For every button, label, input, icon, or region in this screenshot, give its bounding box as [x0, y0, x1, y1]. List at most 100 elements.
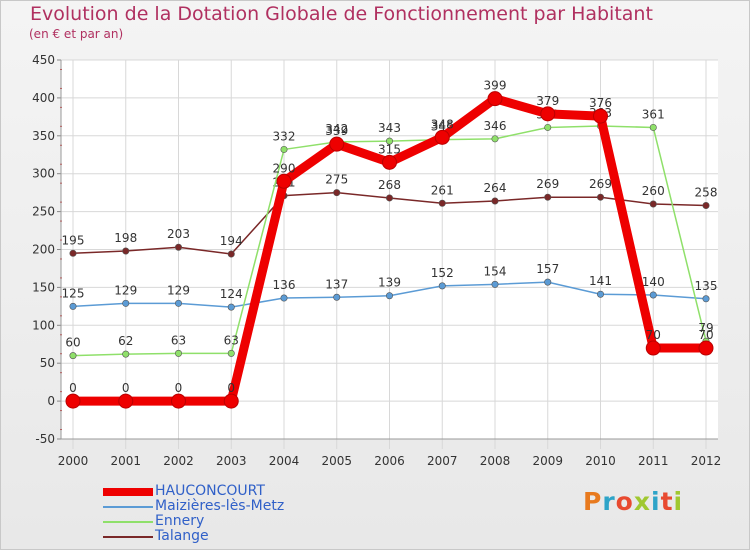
- x-tick-label: 2001: [110, 454, 141, 468]
- brand-letter: r: [602, 487, 616, 516]
- x-tick-label: 2006: [374, 454, 405, 468]
- data-point: [333, 293, 341, 301]
- data-label: 261: [431, 183, 454, 197]
- data-label: 399: [484, 79, 507, 93]
- legend-label: Talange: [155, 528, 209, 544]
- proxiti-logo: Proxiti: [583, 487, 683, 516]
- data-point: [596, 290, 604, 298]
- x-tick-label: 2011: [638, 454, 669, 468]
- data-label: 379: [536, 94, 559, 108]
- y-tick-label: 300: [32, 167, 55, 181]
- data-label: 258: [695, 186, 718, 200]
- data-label: 0: [122, 381, 130, 395]
- x-tick-label: 2005: [321, 454, 352, 468]
- data-label: 63: [224, 333, 239, 347]
- x-tick-label: 2002: [163, 454, 194, 468]
- legend-label: HAUCONCOURT: [155, 483, 265, 499]
- y-tick-label: 350: [32, 129, 55, 143]
- data-label: 203: [167, 227, 190, 241]
- data-point: [434, 129, 450, 145]
- x-tick-label: 2003: [216, 454, 247, 468]
- data-label: 124: [220, 287, 243, 301]
- data-label: 70: [646, 328, 661, 342]
- x-tick-label: 2012: [691, 454, 722, 468]
- data-point: [540, 106, 556, 122]
- data-point: [280, 145, 288, 153]
- data-point: [649, 123, 657, 131]
- data-point: [544, 123, 552, 131]
- data-point: [175, 349, 183, 357]
- data-label: 140: [642, 275, 665, 289]
- x-tick-label: 2004: [269, 454, 300, 468]
- y-tick-label: 50: [40, 356, 55, 370]
- data-point: [227, 250, 235, 258]
- data-label: 139: [378, 276, 401, 290]
- data-label: 290: [273, 161, 296, 175]
- data-point: [276, 173, 292, 189]
- data-point: [544, 193, 552, 201]
- data-label: 195: [62, 233, 85, 247]
- data-label: 141: [589, 274, 612, 288]
- data-point: [702, 295, 710, 303]
- data-point: [227, 303, 235, 311]
- data-point: [382, 154, 397, 170]
- data-label: 198: [114, 231, 137, 245]
- data-point: [69, 249, 77, 257]
- y-tick-label: 450: [32, 53, 55, 67]
- data-point: [69, 302, 77, 310]
- data-label: 343: [378, 121, 401, 135]
- brand-letter: i: [651, 487, 661, 516]
- y-tick-label: 200: [32, 243, 55, 257]
- data-label: 339: [325, 124, 348, 138]
- data-label: 63: [171, 333, 186, 347]
- data-point: [329, 136, 345, 152]
- data-label: 342: [325, 122, 348, 136]
- data-label: 348: [431, 117, 454, 131]
- data-point: [122, 350, 130, 358]
- y-tick-label: 100: [32, 318, 55, 332]
- data-label: 0: [227, 381, 235, 395]
- data-point: [544, 278, 552, 286]
- data-point: [175, 243, 183, 251]
- data-point: [223, 393, 239, 409]
- data-label: 376: [589, 96, 612, 110]
- x-tick-label: 2009: [532, 454, 563, 468]
- data-label: 125: [62, 286, 85, 300]
- data-label: 137: [325, 277, 348, 291]
- brand-letter: o: [615, 487, 634, 516]
- x-tick-label: 2010: [585, 454, 616, 468]
- data-label: 129: [167, 283, 190, 297]
- data-point: [698, 340, 714, 356]
- data-label: 79: [698, 321, 713, 335]
- data-point: [593, 108, 608, 124]
- data-label: 264: [484, 181, 507, 195]
- data-point: [491, 197, 499, 205]
- data-point: [438, 282, 446, 290]
- data-point: [122, 247, 130, 255]
- data-point: [596, 193, 604, 201]
- y-tick-label: 250: [32, 205, 55, 219]
- data-point: [385, 137, 393, 145]
- chart-subtitle: (en € et par an): [29, 27, 124, 41]
- data-label: 275: [325, 173, 348, 187]
- data-label: 268: [378, 178, 401, 192]
- data-label: 62: [118, 334, 133, 348]
- data-point: [333, 189, 341, 197]
- brand-letter: t: [660, 487, 674, 516]
- data-label: 269: [589, 177, 612, 191]
- data-point: [69, 352, 77, 360]
- y-tick-label: 0: [47, 394, 55, 408]
- data-point: [65, 393, 81, 409]
- legend-label: Maizières-lès-Metz: [155, 498, 285, 514]
- data-label: 70: [698, 328, 713, 342]
- data-label: 346: [484, 119, 507, 133]
- data-point: [280, 294, 288, 302]
- data-label: 136: [273, 278, 296, 292]
- legend-swatch: [103, 488, 153, 496]
- data-point: [122, 299, 130, 307]
- data-point: [491, 135, 499, 143]
- data-point: [649, 291, 657, 299]
- legend-label: Ennery: [155, 513, 205, 529]
- data-point: [649, 200, 657, 208]
